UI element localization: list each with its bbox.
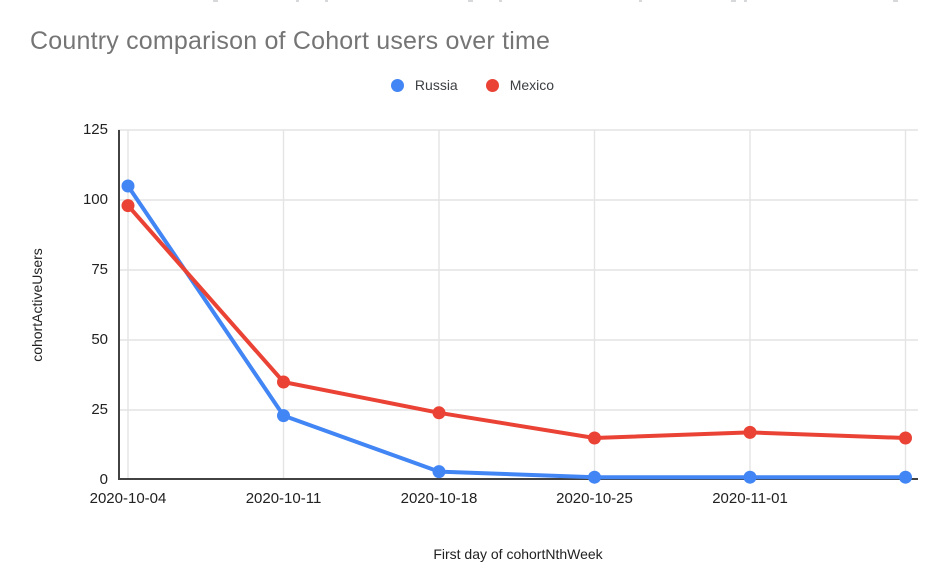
data-point-russia: [277, 409, 290, 423]
data-point-mexico: [121, 199, 135, 213]
cropped-text-remnant: [213, 0, 218, 2]
cropped-text-remnant: [731, 0, 736, 2]
cropped-text-remnant: [325, 0, 328, 2]
chart-legend: Russia Mexico: [0, 77, 945, 93]
cropped-text-remnant: [893, 0, 898, 2]
legend-item-russia: Russia: [390, 77, 458, 93]
y-tick-label: 125: [82, 121, 108, 138]
y-tick-label: 50: [91, 331, 108, 348]
data-point-russia: [743, 470, 757, 484]
data-point-russia: [121, 179, 135, 193]
x-tick-label: 2020-10-04: [89, 490, 167, 507]
legend-label: Mexico: [509, 77, 555, 93]
x-tick-label: 2020-11-01: [712, 490, 788, 507]
y-axis-title: cohortActiveUsers: [29, 248, 45, 362]
series-line-russia: [126, 184, 908, 480]
y-tick-label: 0: [99, 471, 108, 488]
data-point-mexico: [899, 431, 912, 445]
x-tick-label: 2020-10-11: [245, 490, 322, 507]
cropped-text-remnant: [499, 0, 502, 2]
data-point-russia: [432, 465, 446, 479]
cropped-text-remnant: [639, 0, 642, 2]
series-line-mexico: [126, 203, 908, 440]
data-point-mexico: [588, 431, 601, 445]
plot-area: [118, 129, 918, 484]
cropped-text-remnant: [744, 0, 747, 2]
cropped-text-remnant: [468, 0, 473, 2]
y-tick-label: 100: [82, 191, 108, 208]
chart-title: Country comparison of Cohort users over …: [30, 27, 551, 55]
data-point-russia: [588, 470, 601, 484]
y-tick-label: 75: [91, 261, 108, 278]
legend-swatch-icon: [390, 78, 404, 92]
y-tick-label: 25: [91, 401, 108, 418]
legend-swatch-icon: [485, 78, 499, 92]
data-point-mexico: [277, 375, 290, 389]
data-point-russia: [899, 470, 912, 484]
gridlines: [118, 129, 918, 480]
x-axis-title: First day of cohortNthWeek: [433, 546, 603, 562]
legend-item-mexico: Mexico: [485, 77, 555, 93]
x-tick-label: 2020-10-25: [556, 490, 633, 507]
data-point-mexico: [432, 406, 446, 420]
data-point-mexico: [743, 425, 757, 439]
x-tick-label: 2020-10-18: [400, 490, 478, 507]
cropped-text-remnant: [296, 0, 299, 2]
legend-label: Russia: [414, 77, 458, 93]
